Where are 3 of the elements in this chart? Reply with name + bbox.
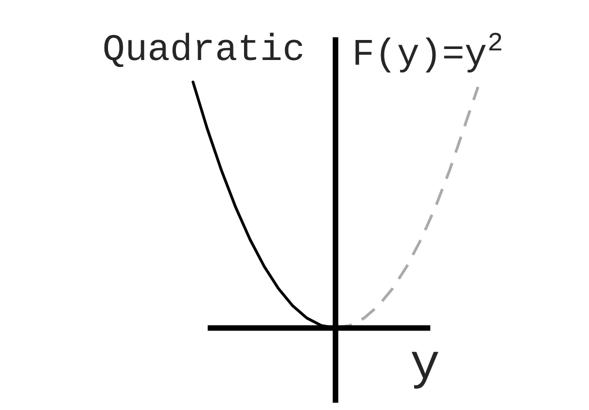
x-axis-title: y — [412, 352, 438, 389]
text: Quadratic — [104, 32, 302, 68]
text: F(y)=y$^{2}$ — [356, 32, 502, 72]
